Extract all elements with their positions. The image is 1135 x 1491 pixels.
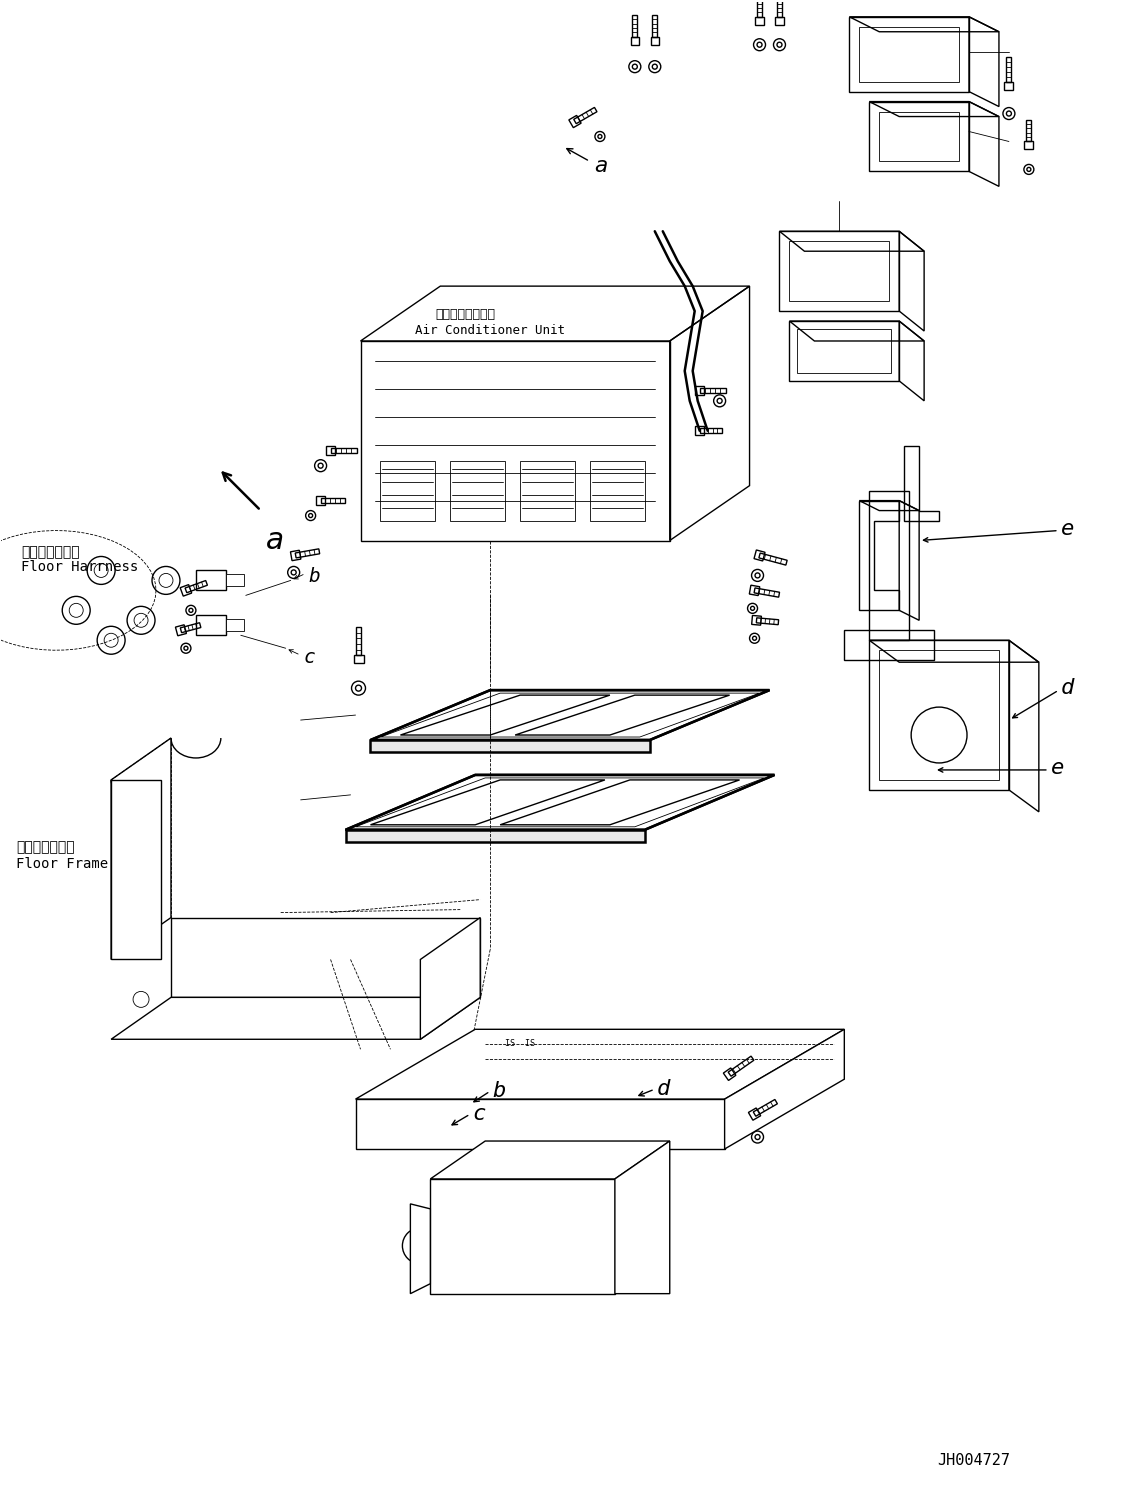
Text: a: a — [594, 157, 607, 176]
Polygon shape — [401, 695, 609, 735]
Polygon shape — [370, 780, 605, 825]
Text: エアコンユニット: エアコンユニット — [436, 309, 495, 321]
Text: JH004727: JH004727 — [938, 1454, 1010, 1469]
Text: e: e — [1051, 757, 1065, 778]
Text: フロアフレーム: フロアフレーム — [16, 839, 75, 854]
Polygon shape — [355, 1099, 724, 1150]
Text: IS  IS: IS IS — [505, 1039, 536, 1048]
Polygon shape — [171, 917, 480, 997]
Polygon shape — [111, 780, 161, 960]
Text: a: a — [266, 525, 284, 555]
Bar — [196, 616, 226, 635]
Text: Floor Frame: Floor Frame — [16, 857, 109, 871]
Text: c: c — [472, 1105, 486, 1124]
Polygon shape — [515, 695, 730, 735]
Polygon shape — [370, 740, 650, 751]
Polygon shape — [345, 775, 774, 830]
Polygon shape — [501, 780, 740, 825]
Bar — [226, 574, 244, 586]
Bar — [226, 619, 244, 631]
Polygon shape — [370, 690, 770, 740]
Text: Floor Harrness: Floor Harrness — [22, 561, 138, 574]
Text: e: e — [1061, 519, 1074, 538]
Polygon shape — [420, 917, 480, 1039]
Text: Air Conditioner Unit: Air Conditioner Unit — [415, 324, 565, 337]
Text: b: b — [309, 568, 320, 586]
Polygon shape — [111, 738, 171, 960]
Polygon shape — [345, 830, 645, 842]
Polygon shape — [615, 1141, 670, 1294]
Polygon shape — [355, 1029, 844, 1099]
Text: フロアハーネス: フロアハーネス — [22, 546, 79, 559]
Text: b: b — [493, 1081, 505, 1102]
Text: d: d — [1061, 678, 1074, 698]
Polygon shape — [111, 997, 480, 1039]
Polygon shape — [724, 1029, 844, 1150]
Polygon shape — [430, 1141, 670, 1179]
Bar — [196, 571, 226, 590]
Text: d: d — [657, 1079, 670, 1099]
Text: c: c — [304, 649, 316, 668]
Polygon shape — [430, 1179, 615, 1294]
Polygon shape — [411, 1203, 430, 1294]
